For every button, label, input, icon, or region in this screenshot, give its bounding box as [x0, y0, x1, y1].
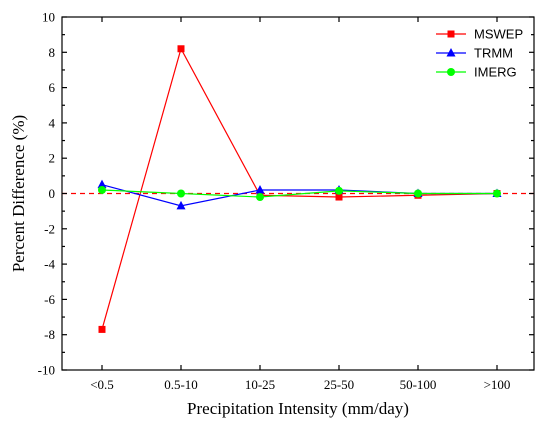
series-line-imerg [101, 189, 497, 198]
data-point-mswep [177, 45, 185, 53]
x-tick-label: >100 [484, 377, 511, 392]
plot-layer: -10 -8 -6 -4 -2 0 2 4 6 8 10 <0.5 0.5-10 10-25 25-50 50… [38, 10, 535, 392]
y-tick-label: 8 [49, 45, 56, 60]
y-tick-label: -4 [44, 257, 55, 272]
data-point-imerg [493, 189, 501, 198]
legend-marker-mswep [447, 30, 455, 38]
x-tick-label: 25-50 [324, 377, 354, 392]
data-point-imerg [177, 189, 185, 198]
series-line-mswep [101, 47, 498, 330]
x-axis-title: Precipitation Intensity (mm/day) [187, 399, 409, 418]
y-tick-label: -8 [44, 327, 55, 342]
legend-label-imerg: IMERG [474, 65, 517, 80]
x-tick-label: <0.5 [90, 377, 114, 392]
data-point-imerg [414, 189, 422, 198]
data-point-trmm [176, 200, 186, 210]
y-tick-label: -10 [38, 363, 55, 378]
x-tick-label: 0.5-10 [164, 377, 198, 392]
y-tick-label: -6 [44, 292, 55, 307]
legend-marker-imerg [447, 68, 455, 76]
data-point-trmm [97, 179, 107, 189]
data-point-imerg [98, 185, 106, 194]
y-axis-title: Percent Difference (%) [9, 115, 28, 272]
x-tick-label: 10-25 [245, 377, 275, 392]
y-tick-label: -2 [44, 221, 55, 236]
x-tick-label: 50-100 [400, 377, 437, 392]
data-point-trmm [255, 184, 265, 194]
legend-label-trmm: TRMM [474, 46, 513, 61]
y-tick-label: 4 [49, 115, 56, 130]
data-point-imerg [335, 186, 343, 195]
data-point-mswep [335, 193, 343, 201]
legend-marker-trmm [446, 48, 456, 57]
y-tick-label: 6 [49, 80, 56, 95]
y-tick-label: 0 [49, 186, 56, 201]
data-point-mswep [98, 325, 106, 333]
y-tick-label: 10 [42, 10, 55, 25]
legend-label-mswep: MSWEP [474, 27, 523, 42]
data-point-imerg [256, 193, 264, 202]
y-tick-label: 2 [49, 151, 56, 166]
